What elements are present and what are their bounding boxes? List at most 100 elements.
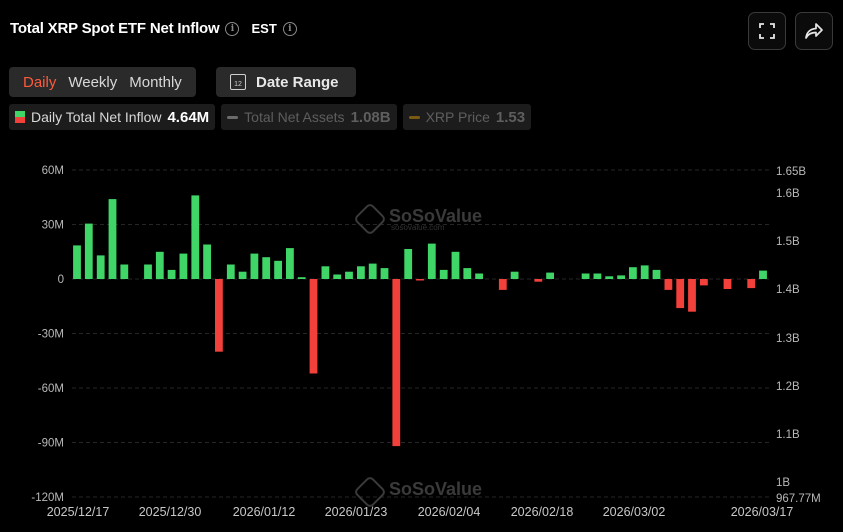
y-axis-right: 1.65B 1.6B 1.5B 1.4B 1.3B 1.2B 1.1B 1B 967.77M: [776, 166, 821, 505]
y-right-tick-label: 1.5B: [776, 236, 800, 248]
y-left-tick-label: 0: [58, 274, 64, 286]
share-button[interactable]: [795, 12, 833, 50]
x-tick-label: 2026/01/23: [325, 505, 388, 519]
legend-net-assets-name: Total Net Assets: [244, 109, 345, 125]
watermark-logo-icon-2: [355, 477, 385, 507]
y-left-tick-label: -120M: [31, 492, 64, 504]
bar: [723, 279, 732, 289]
info-icon[interactable]: i: [225, 21, 240, 36]
x-tick-label: 2026/03/02: [603, 505, 666, 519]
bar: [368, 263, 377, 279]
date-range-label: Date Range: [256, 73, 339, 91]
timezone-info-icon[interactable]: i: [282, 21, 297, 36]
x-tick-label: 2026/02/18: [511, 505, 574, 519]
bar: [238, 271, 247, 279]
bar: [167, 269, 176, 279]
y-right-tick-label: 1B: [776, 477, 790, 489]
y-left-tick-label: 30M: [42, 220, 64, 232]
legend-xrp-price-name: XRP Price: [425, 109, 490, 125]
x-tick-label: 2025/12/17: [47, 505, 110, 519]
price-line-swatch-icon: [408, 115, 420, 119]
bar: [144, 264, 152, 279]
y-axis-left: 60M 30M 0 -30M -60M -90M -120M: [31, 165, 64, 504]
legend-xrp-price-value: 1.53: [495, 108, 526, 126]
bar: [274, 260, 282, 279]
x-tick-label: 2026/01/12: [233, 505, 296, 519]
period-weekly-tab[interactable]: Weekly: [68, 73, 118, 91]
period-selector: Daily Weekly Monthly: [9, 67, 196, 97]
bar: [203, 244, 211, 279]
bar: [96, 255, 105, 279]
bar: [215, 279, 223, 352]
period-monthly-tab[interactable]: Monthly: [129, 73, 182, 91]
x-tick-label: 2026/02/04: [418, 505, 481, 519]
bar: [321, 266, 330, 279]
y-left-tick-label: -30M: [38, 329, 64, 341]
bar: [155, 251, 164, 280]
bar: [688, 279, 696, 312]
bar: [345, 271, 353, 279]
bar: [451, 251, 460, 280]
y-left-tick-label: -60M: [38, 383, 64, 395]
watermark-bottom: SoSoValue: [355, 477, 482, 507]
bar: [309, 279, 318, 374]
x-tick-label: 2026/03/17: [731, 505, 794, 519]
legend-net-assets[interactable]: Total Net Assets 1.08B: [221, 104, 397, 130]
period-daily-tab[interactable]: Daily: [23, 73, 57, 91]
bar: [498, 279, 507, 290]
y-right-tick-label: 1.6B: [776, 188, 800, 200]
bar: [427, 243, 436, 279]
assets-line-swatch-icon: [227, 115, 239, 119]
legend: Daily Total Net Inflow 4.64M Total Net A…: [9, 104, 532, 130]
bar: [191, 195, 200, 279]
date-range-button[interactable]: 12 Date Range: [216, 67, 356, 97]
bar: [297, 277, 306, 279]
bar: [700, 279, 708, 286]
y-right-tick-label: 1.2B: [776, 381, 800, 393]
watermark-text-2: SoSoValue: [389, 479, 482, 499]
timezone-label: EST: [251, 21, 277, 36]
bar: [475, 273, 483, 279]
watermark-sub: sosovalue.com: [391, 223, 445, 232]
bar: [84, 223, 93, 279]
bar: [286, 248, 294, 279]
bar: [510, 271, 519, 279]
legend-net-inflow-value: 4.64M: [167, 108, 210, 126]
net-inflow-chart[interactable]: SoSoValue sosovalue.com SoSoValue 60M 30M…: [0, 150, 843, 532]
bar: [333, 274, 342, 279]
fullscreen-icon: [759, 23, 775, 39]
bar: [664, 279, 673, 290]
bar: [534, 279, 543, 282]
y-right-tick-label: 1.3B: [776, 333, 800, 345]
bar: [416, 279, 424, 281]
bar: [439, 269, 448, 279]
legend-xrp-price[interactable]: XRP Price 1.53: [402, 104, 532, 130]
bar: [357, 266, 365, 279]
fullscreen-button[interactable]: [748, 12, 786, 50]
bar: [652, 269, 661, 279]
chart-header: Total XRP Spot ETF Net Inflow i EST i: [10, 20, 297, 37]
x-axis: 2025/12/17 2025/12/30 2026/01/12 2026/01/23…: [47, 505, 794, 519]
bar: [617, 275, 625, 279]
legend-net-inflow[interactable]: Daily Total Net Inflow 4.64M: [9, 104, 216, 130]
calendar-icon: 12: [230, 74, 246, 90]
chart-title: Total XRP Spot ETF Net Inflow: [10, 20, 220, 37]
bar: [640, 265, 649, 279]
y-left-tick-label: 60M: [42, 165, 64, 177]
bar: [179, 253, 188, 279]
x-tick-label: 2025/12/30: [139, 505, 202, 519]
y-right-tick-label: 1.1B: [776, 429, 800, 441]
bars: [73, 195, 767, 447]
bar: [392, 279, 401, 447]
bar: [676, 279, 685, 309]
legend-net-assets-value: 1.08B: [350, 108, 391, 126]
watermark-text: SoSoValue: [389, 206, 482, 226]
bar: [546, 272, 554, 279]
bar: [73, 245, 81, 279]
bar: [380, 268, 389, 279]
bar: [593, 273, 602, 279]
inflow-swatch-icon: [15, 111, 25, 123]
bar: [108, 199, 117, 279]
bar: [759, 270, 767, 279]
y-right-tick-label: 1.4B: [776, 284, 800, 296]
